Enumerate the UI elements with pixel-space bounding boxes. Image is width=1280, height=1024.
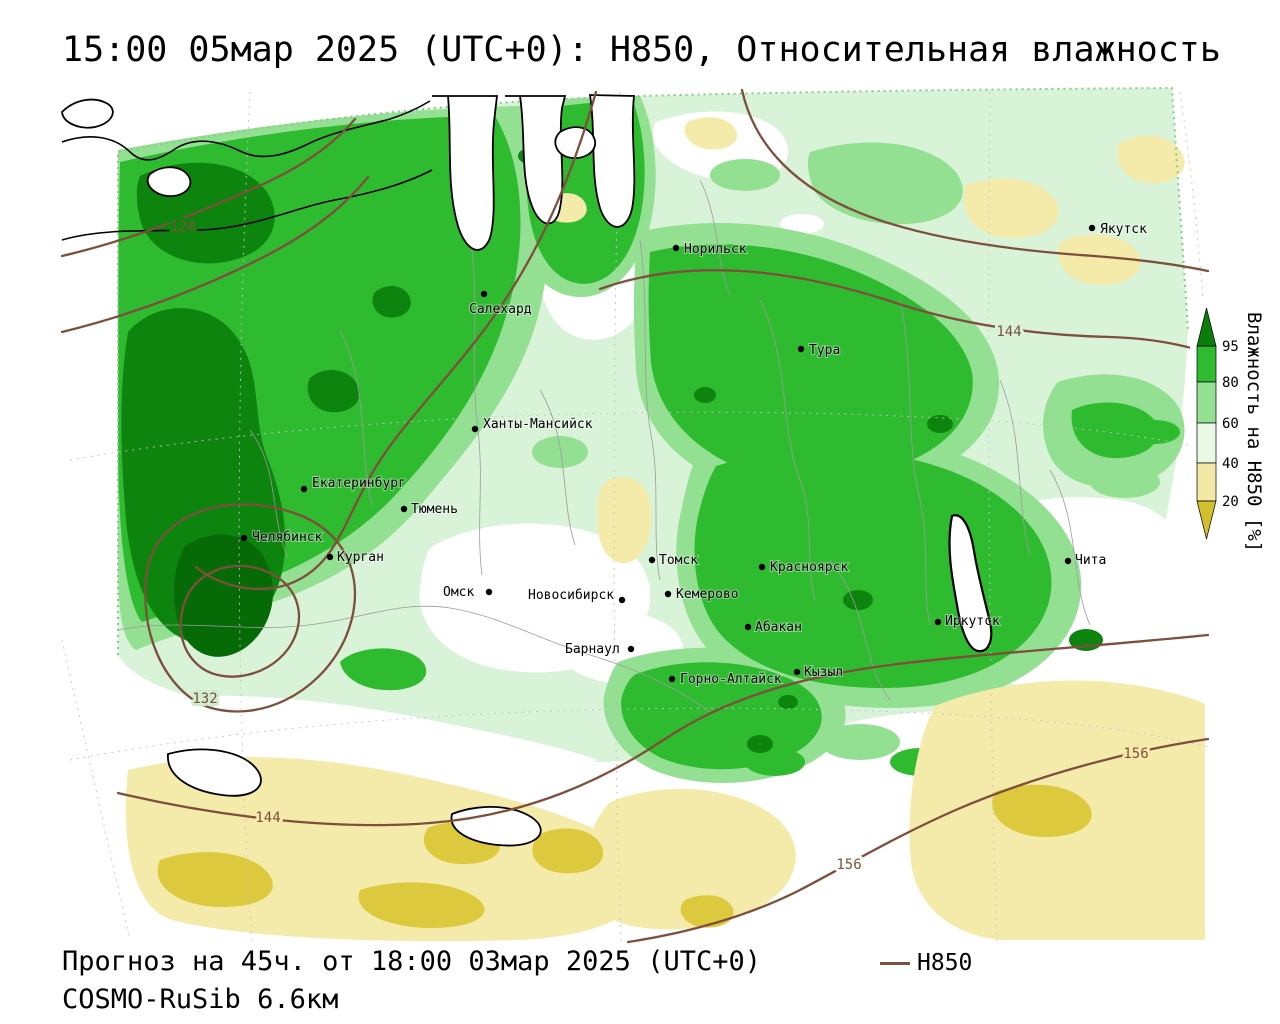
coastline-layer — [61, 94, 993, 847]
forecast-info: Прогноз на 45ч. от 18:00 03мар 2025 (UTC… — [62, 946, 761, 977]
h850-line-sample — [880, 961, 910, 965]
city: Новосибирск — [527, 587, 626, 604]
city: Чита — [1064, 552, 1107, 569]
city-dot — [672, 244, 680, 252]
colorbar-segment — [1196, 381, 1217, 424]
city-dot — [648, 556, 656, 564]
city-label: Тюмень — [411, 502, 458, 517]
contour-value-label: 144 — [996, 324, 1021, 340]
contour-value-label: 156 — [836, 857, 861, 873]
city-dot — [1088, 224, 1096, 232]
city-dot — [240, 534, 248, 542]
city-label: Чита — [1075, 553, 1106, 568]
city-label: Барнаул — [565, 642, 620, 657]
colorbar-segment — [1196, 422, 1217, 464]
city-dot — [471, 425, 479, 433]
colorbar-bottom-arrow — [1196, 500, 1217, 540]
city-label: Омск — [443, 585, 474, 600]
colorbar-axis-label: Влажность на H850 [%] — [1243, 312, 1265, 552]
h850-contours-layer — [60, 88, 1210, 944]
city: Курган — [326, 549, 385, 566]
city: Салехард — [468, 290, 533, 318]
colorbar-tick-label: 20 — [1222, 494, 1239, 510]
colorbar-tick-label: 60 — [1222, 416, 1239, 432]
city-label: Тура — [809, 343, 840, 358]
city-dot — [664, 590, 672, 598]
city: Якутск — [1088, 221, 1148, 238]
city: Омск — [442, 584, 493, 601]
city-dot — [400, 505, 408, 513]
model-info: COSMO-RuSib 6.6км — [62, 984, 339, 1015]
city: Тюмень — [400, 501, 459, 518]
city-label: Красноярск — [770, 560, 848, 575]
cities-layer: Норильск Якутск Салехард Тура Ханты-Мансийск… — [240, 221, 1148, 688]
contour-labels-layer: 120 144 132 144 156 156 — [167, 216, 1151, 876]
map-title: 15:00 05мар 2025 (UTC+0): H850, Относите… — [62, 30, 1221, 70]
colorbar-tick-label: 80 — [1222, 375, 1239, 391]
city-dot — [480, 290, 488, 298]
city-dot — [797, 345, 805, 353]
humidity-fill-layer — [117, 86, 1205, 942]
city-dot — [744, 623, 752, 631]
contour-value-label: 120 — [170, 219, 195, 235]
contour-value-label: 132 — [192, 691, 217, 707]
city-dot — [758, 563, 766, 571]
city-dot — [627, 645, 635, 653]
city-label: Норильск — [684, 242, 747, 257]
city: Иркутск — [934, 613, 1001, 630]
city-label: Кемерово — [676, 587, 739, 602]
city-label: Якутск — [1100, 222, 1147, 237]
contour-value-label: 144 — [255, 810, 280, 826]
city-label: Екатеринбург — [312, 476, 406, 491]
city: Челябинск — [240, 529, 324, 546]
city-label: Иркутск — [945, 614, 1000, 629]
city: Абакан — [744, 619, 803, 636]
colorbar-segment — [1196, 462, 1217, 502]
city: Горно-Алтайск — [668, 671, 783, 688]
city-dot — [1064, 557, 1072, 565]
city-label: Томск — [659, 553, 698, 568]
city-dot — [618, 596, 626, 604]
city-label: Курган — [337, 550, 384, 565]
city: Тура — [797, 342, 841, 359]
city-label: Новосибирск — [528, 588, 614, 603]
city-dot — [668, 675, 676, 683]
city: Ханты-Мансийск — [471, 416, 594, 433]
city-label: Горно-Алтайск — [680, 672, 782, 687]
city: Кемерово — [664, 586, 740, 603]
city: Барнаул — [564, 641, 635, 658]
colorbar-top-arrow — [1196, 307, 1217, 347]
colorbar-tick-label: 95 — [1222, 339, 1239, 355]
city-dot — [485, 588, 493, 596]
city-label: Салехард — [469, 302, 532, 317]
admin-boundaries-layer — [117, 179, 1091, 713]
contour-value-label: 156 — [1123, 746, 1148, 762]
colorbar-segment — [1196, 345, 1217, 383]
city-dot — [300, 485, 308, 493]
colorbar-tick-label: 40 — [1222, 456, 1239, 472]
colorbar: 95 80 60 40 20 Влажность на H850 [%] — [1196, 307, 1265, 552]
city-dot — [326, 553, 334, 561]
city: Кызыл — [793, 664, 844, 681]
city-dot — [793, 668, 801, 676]
h850-legend-label: H850 — [917, 950, 973, 976]
city: Норильск — [672, 241, 748, 258]
city-label: Кызыл — [804, 665, 843, 680]
city: Томск — [648, 552, 699, 569]
h850-legend: H850 — [880, 950, 972, 976]
city: Красноярск — [758, 559, 849, 576]
city-label: Абакан — [755, 620, 802, 635]
city: Екатеринбург — [300, 475, 407, 493]
city-label: Челябинск — [252, 530, 323, 545]
city-dot — [934, 618, 942, 626]
city-label: Ханты-Мансийск — [483, 417, 593, 432]
